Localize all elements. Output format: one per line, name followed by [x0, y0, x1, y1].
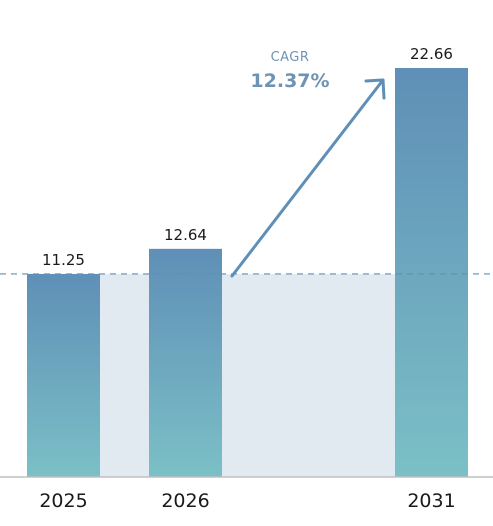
bar-2031 — [395, 68, 468, 477]
cagr-title: CAGR — [271, 50, 310, 65]
cagr-value: 12.37% — [250, 70, 329, 92]
data-label-2026: 12.64 — [164, 226, 207, 244]
cagr-arrow-icon — [230, 78, 386, 278]
x-tick-label-2026: 2026 — [161, 490, 209, 512]
x-tick-label-2025: 2025 — [39, 490, 87, 512]
bar-2025 — [27, 273, 100, 477]
cagr-annotation: CAGR 12.37% — [230, 50, 386, 278]
data-label-2025: 11.25 — [42, 251, 85, 269]
data-label-2031: 22.66 — [410, 45, 453, 63]
bar-2026 — [149, 248, 222, 477]
x-tick-label-2031: 2031 — [407, 490, 455, 512]
